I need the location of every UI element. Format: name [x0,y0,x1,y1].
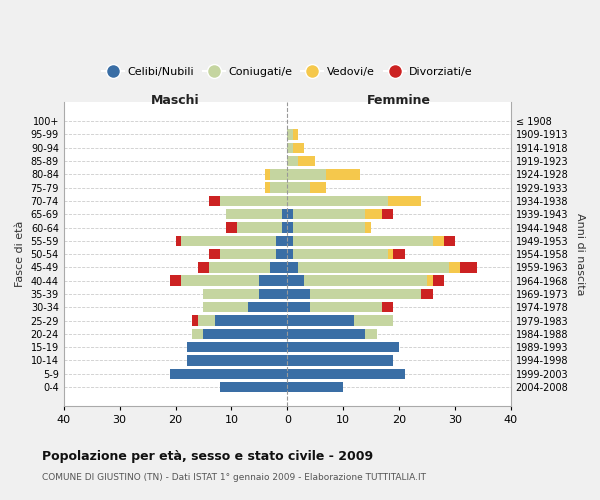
Bar [388,196,421,206]
Bar [293,209,365,220]
Text: Popolazione per età, sesso e stato civile - 2009: Popolazione per età, sesso e stato civil… [42,450,373,463]
Bar [310,289,421,299]
Bar [276,249,287,260]
Bar [287,156,298,166]
Bar [449,262,460,272]
Bar [220,382,287,392]
Bar [215,316,287,326]
Bar [226,222,237,232]
Bar [265,182,271,193]
Bar [287,196,388,206]
Bar [287,276,304,286]
Bar [192,328,203,339]
Legend: Celibi/Nubili, Coniugati/e, Vedovi/e, Divorziati/e: Celibi/Nubili, Coniugati/e, Vedovi/e, Di… [97,62,477,81]
Bar [287,368,404,379]
Bar [265,169,271,179]
Bar [181,236,276,246]
Bar [181,276,259,286]
Bar [287,236,293,246]
Bar [209,196,220,206]
Bar [248,302,287,312]
Bar [365,328,377,339]
Bar [421,289,433,299]
Bar [226,209,281,220]
Bar [170,276,181,286]
Bar [382,302,394,312]
Bar [287,316,354,326]
Bar [281,222,287,232]
Bar [170,368,287,379]
Bar [394,249,404,260]
Bar [326,169,360,179]
Bar [187,342,287,352]
Bar [388,249,394,260]
Bar [287,262,298,272]
Bar [310,182,326,193]
Bar [433,276,443,286]
Bar [220,249,276,260]
Y-axis label: Fasce di età: Fasce di età [15,221,25,288]
Bar [293,249,388,260]
Bar [276,236,287,246]
Bar [203,289,259,299]
Bar [198,262,209,272]
Bar [433,236,443,246]
Bar [460,262,477,272]
Bar [287,169,326,179]
Bar [198,316,215,326]
Bar [287,222,293,232]
Bar [365,222,371,232]
Text: Maschi: Maschi [151,94,200,106]
Bar [281,209,287,220]
Bar [237,222,281,232]
Bar [287,342,399,352]
Bar [354,316,394,326]
Bar [271,182,287,193]
Bar [192,316,198,326]
Bar [203,302,248,312]
Bar [293,130,298,140]
Bar [271,169,287,179]
Bar [293,142,304,153]
Bar [287,182,310,193]
Bar [298,262,449,272]
Bar [287,209,293,220]
Bar [203,328,287,339]
Bar [287,302,310,312]
Bar [293,222,365,232]
Bar [287,328,365,339]
Bar [287,130,293,140]
Bar [209,249,220,260]
Bar [427,276,433,286]
Bar [298,156,315,166]
Bar [382,209,394,220]
Bar [287,249,293,260]
Bar [176,236,181,246]
Text: COMUNE DI GIUSTINO (TN) - Dati ISTAT 1° gennaio 2009 - Elaborazione TUTTITALIA.I: COMUNE DI GIUSTINO (TN) - Dati ISTAT 1° … [42,472,426,482]
Bar [304,276,427,286]
Bar [287,289,310,299]
Bar [365,209,382,220]
Bar [259,276,287,286]
Bar [209,262,271,272]
Bar [310,302,382,312]
Bar [220,196,287,206]
Bar [287,355,394,366]
Text: Femmine: Femmine [367,94,431,106]
Bar [443,236,455,246]
Bar [287,142,293,153]
Bar [187,355,287,366]
Bar [287,382,343,392]
Bar [293,236,433,246]
Bar [259,289,287,299]
Y-axis label: Anni di nascita: Anni di nascita [575,213,585,296]
Bar [271,262,287,272]
